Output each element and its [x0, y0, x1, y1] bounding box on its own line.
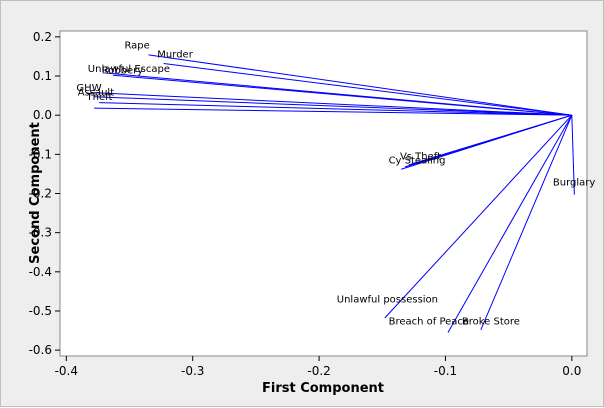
- y-tick-label: -0.6: [29, 343, 52, 357]
- vector-line-12: [384, 114, 573, 319]
- y-tick-label: 0.0: [33, 108, 52, 122]
- variable-label: Burglary: [553, 178, 595, 189]
- x-tick-label: -0.1: [434, 364, 457, 378]
- vector-line-13: [447, 114, 573, 333]
- vector-line-6: [99, 102, 572, 116]
- variable-label: Breach of Peace: [389, 317, 469, 328]
- vector-line-14: [480, 114, 573, 330]
- vector-line-4: [90, 91, 572, 116]
- x-axis-ticks: -0.4 -0.3 -0.2 -0.1 0.0: [55, 356, 581, 378]
- vector-line-3: [113, 74, 572, 116]
- variable-label: Unlawful possession: [337, 294, 438, 305]
- variable-labels: Rape Murder Unlawful EscapeRobberyGHWAssau…: [76, 41, 595, 328]
- variable-label: Rape: [124, 41, 149, 52]
- variable-label: Murder: [157, 50, 193, 61]
- y-tick-label: 0.2: [33, 30, 52, 44]
- y-tick-label: -0.2: [29, 187, 52, 201]
- y-axis-ticks: 0.2 0.1 0.0 -0.1 -0.2 -0.3 -0.4 -0.5 -0.6: [29, 30, 60, 357]
- x-tick-label: -0.3: [181, 364, 204, 378]
- variable-label: GHW: [76, 83, 101, 94]
- y-tick-label: -0.5: [29, 304, 52, 318]
- x-tick-label: -0.2: [307, 364, 330, 378]
- vector-line-7: [94, 107, 572, 116]
- vector-line-0: [148, 54, 572, 116]
- vector-line-10: [401, 114, 572, 170]
- variable-label: Broke Store: [462, 317, 520, 328]
- y-tick-label: -0.4: [29, 265, 52, 279]
- x-tick-label: -0.4: [55, 364, 78, 378]
- vector-line-11: [571, 115, 575, 195]
- y-tick-label: -0.1: [29, 147, 52, 161]
- variable-label: Cy Stealing: [389, 156, 446, 167]
- vector-lines: [90, 54, 575, 333]
- variable-label: Theft: [86, 92, 113, 103]
- vector-line-5: [94, 96, 572, 116]
- y-tick-label: -0.3: [29, 226, 52, 240]
- y-tick-label: 0.1: [33, 69, 52, 83]
- vector-line-1: [163, 63, 572, 116]
- x-tick-label: 0.0: [562, 364, 581, 378]
- y-axis-title: Second Component: [28, 122, 43, 264]
- variable-label: Vs Theft: [400, 151, 441, 162]
- x-axis-title: First Component: [262, 381, 384, 396]
- variable-label: Robbery: [102, 66, 144, 77]
- variable-label: Unlawful Escape: [88, 64, 170, 75]
- variable-label: Assault: [78, 88, 115, 99]
